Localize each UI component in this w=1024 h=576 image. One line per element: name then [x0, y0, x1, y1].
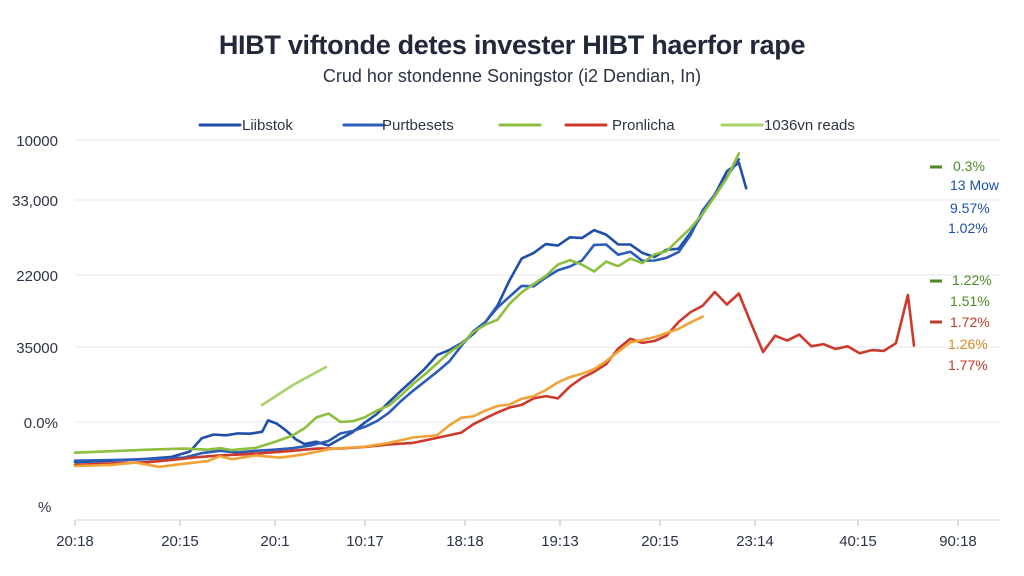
end-label: 1.22% [952, 272, 992, 288]
x-tick-label: 20:18 [56, 533, 94, 550]
end-label: 1.26% [948, 336, 988, 352]
end-label: 9.57% [950, 200, 990, 216]
end-label: 1.72% [950, 314, 990, 330]
chart-subtitle: Crud hor stondenne Soningstor (i2 Dendia… [322, 66, 702, 86]
axes: 10000 33,000 22000 35000 0.0%% 20:18 20:15 20:1… [12, 133, 1000, 550]
x-tick-label: 19:13 [541, 533, 579, 550]
x-tick-label: 20:15 [641, 533, 679, 550]
legend-label: 1036vn reads [764, 117, 855, 134]
y-tick-label: 10000 [16, 133, 58, 150]
x-tick-label: 18:18 [446, 533, 484, 550]
y-tick-label: 22000 [16, 268, 58, 285]
series-line-orange [73, 315, 704, 469]
legend: Liibstok Purtbesets Pronlicha 1036vn reads [198, 117, 855, 134]
x-tick-label: 40:15 [839, 533, 877, 550]
y-tick-label: 0.0% [24, 415, 58, 432]
x-tick-label: 20:1 [260, 533, 289, 550]
y-axis-label: % [38, 499, 51, 516]
chart-title: HIBT viftonde detes invester HIBT haerfo… [218, 30, 806, 60]
series-line-pronlicha [73, 290, 916, 467]
y-tick-label: 35000 [16, 340, 58, 357]
series-line-fragment [260, 365, 328, 407]
x-tick-label: 23:14 [736, 533, 774, 550]
series-line-purtbesets [73, 158, 741, 462]
y-tick-label: 33,000 [12, 193, 58, 210]
x-tick-label: 20:15 [161, 533, 199, 550]
end-label: 1.77% [948, 357, 988, 373]
legend-label: Pronlicha [612, 117, 675, 134]
series-lines [73, 152, 916, 469]
series-line-green [73, 152, 741, 454]
series-line-liibstok [73, 161, 748, 464]
end-labels: 0.3% 13 Mow 9.57% 1.02% 1.22% 1.51% 1.72% 1.26%… [930, 158, 1000, 373]
end-label: 1.02% [948, 220, 988, 236]
end-label: 1.51% [950, 293, 990, 309]
end-label: 13 Mow [950, 177, 1000, 193]
x-tick-label: 10:17 [346, 533, 384, 550]
legend-label: Purtbesets [382, 117, 454, 134]
end-label: 0.3% [953, 158, 985, 174]
x-tick-label: 90:18 [939, 533, 977, 550]
legend-label: Liibstok [242, 117, 293, 134]
